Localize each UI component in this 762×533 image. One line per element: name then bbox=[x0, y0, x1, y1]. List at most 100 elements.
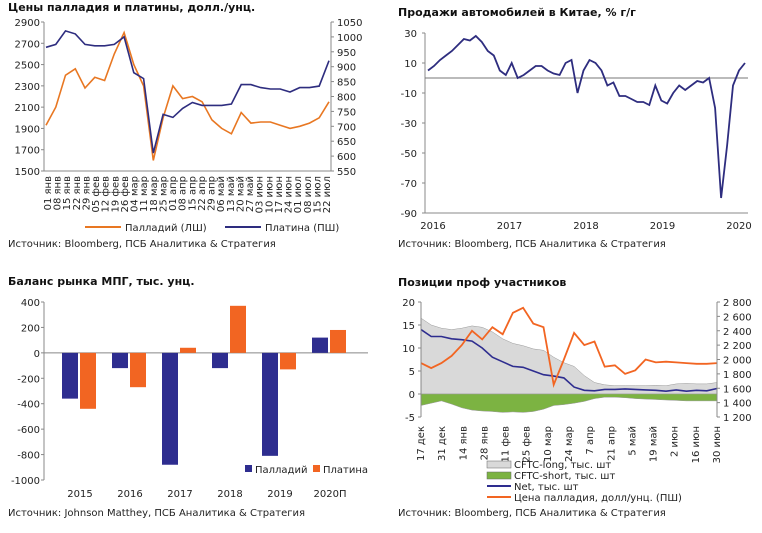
chart1-x-tick: 26 фев bbox=[120, 176, 131, 213]
chart1-y-right: 600 bbox=[337, 152, 356, 163]
chart2-x-tick: 2020 bbox=[726, 221, 751, 232]
chart1-series-0 bbox=[45, 30, 330, 161]
chart4-y-left: 5 bbox=[409, 367, 415, 378]
chart3-legend-1: Платина bbox=[323, 465, 368, 476]
chart4-y-right: 1 800 bbox=[723, 370, 752, 381]
chart1-y-right: 950 bbox=[337, 48, 356, 59]
chart4-title: Позиции проф участников bbox=[398, 276, 566, 289]
chart4-legend-swatch bbox=[486, 471, 512, 480]
chart4-area-long bbox=[420, 317, 718, 395]
chart4-legend-0: CFTC-long, тыс. шт bbox=[514, 460, 611, 471]
chart1-x-tick: 08 янв bbox=[53, 176, 64, 210]
chart1-x-tick: 19 фев bbox=[110, 176, 121, 213]
chart3-x-tick: 2016 bbox=[117, 489, 142, 500]
chart1-y-right: 750 bbox=[337, 107, 356, 118]
chart4-line-net bbox=[420, 328, 718, 393]
chart4-legend-1: CFTC-short, тыс. шт bbox=[514, 471, 615, 482]
chart3-legend-0: Палладий bbox=[255, 465, 307, 476]
chart1-series-1 bbox=[45, 29, 330, 154]
chart4-x-tick: 21 апр bbox=[606, 426, 617, 461]
chart4-x-tick: 25 фев bbox=[522, 426, 533, 463]
chart4-y-right: 2 800 bbox=[723, 298, 752, 309]
chart2-x-tick: 2019 bbox=[650, 221, 675, 232]
chart1-x-tick: 08 июл bbox=[303, 176, 314, 213]
chart1-y-right: 700 bbox=[337, 122, 356, 133]
chart1-x-tick: 13 май bbox=[226, 176, 237, 212]
chart3-bar-platinum bbox=[280, 352, 296, 370]
chart4-x-tick: 7 апр bbox=[585, 426, 596, 455]
chart1-y-right: 900 bbox=[337, 63, 356, 74]
chart1-x-tick: 01 янв bbox=[43, 176, 54, 210]
chart1-y-left: 2700 bbox=[15, 39, 40, 50]
chart3-x-tick: 2015 bbox=[67, 489, 92, 500]
chart4-x-tick: 16 июн bbox=[691, 426, 702, 463]
chart3-y-axis: -400 bbox=[17, 400, 40, 411]
chart1-x-tick: 10 июн bbox=[264, 176, 275, 213]
chart1-y-left: 2100 bbox=[15, 103, 40, 114]
chart3-bar-platinum bbox=[180, 347, 196, 353]
chart4-y-left: 10 bbox=[402, 344, 415, 355]
chart1-x-tick: 22 янв bbox=[72, 176, 83, 210]
chart2-x-tick: 2018 bbox=[573, 221, 598, 232]
chart1-x-tick: 20 май bbox=[235, 176, 246, 212]
chart3-x-tick: 2018 bbox=[217, 489, 242, 500]
chart4-x-tick: 31 дек bbox=[437, 426, 448, 461]
chart1-title: Цены палладия и платины, долл./унц. bbox=[8, 1, 255, 14]
chart3-x-tick: 2017 bbox=[167, 489, 192, 500]
chart4-y-left: -5 bbox=[405, 413, 415, 424]
chart1-x-tick: 15 апр bbox=[187, 176, 198, 211]
chart2-y-axis: -70 bbox=[401, 179, 417, 190]
chart3-x-tick: 2020П bbox=[314, 489, 347, 500]
chart1-y-right: 800 bbox=[337, 93, 356, 104]
chart3-bar-palladium bbox=[162, 352, 178, 465]
chart3-bar-platinum bbox=[230, 305, 246, 353]
chart3-y-axis: -200 bbox=[17, 374, 40, 385]
chart1-x-tick: 08 апр bbox=[178, 176, 189, 211]
chart4-x-tick: 17 дек bbox=[416, 426, 427, 461]
chart1-x-tick: 01 апр bbox=[168, 176, 179, 211]
chart3-bar-palladium bbox=[312, 337, 328, 353]
chart3-legend-swatch bbox=[313, 465, 320, 472]
chart1-x-tick: 25 мар bbox=[158, 176, 169, 212]
chart4-source: Источник: Bloomberg, ПСБ Аналитика & Стр… bbox=[398, 508, 666, 519]
chart1-x-tick: 06 май bbox=[216, 176, 227, 212]
chart1-x-tick: 05 фев bbox=[91, 176, 102, 213]
chart3-bar-palladium bbox=[262, 352, 278, 456]
chart4-y-right: 1 200 bbox=[723, 413, 752, 424]
chart4-y-right: 2 000 bbox=[723, 356, 752, 367]
chart3-y-axis: -1000 bbox=[11, 476, 40, 487]
chart1-x-tick: 22 апр bbox=[197, 176, 208, 211]
chart1-x-tick: 22 июл bbox=[322, 176, 333, 213]
chart4-x-tick: 30 июн bbox=[712, 426, 723, 463]
chart4-y-right: 1 600 bbox=[723, 384, 752, 395]
chart4-y-right: 1 400 bbox=[723, 399, 752, 410]
chart1-x-tick: 11 мар bbox=[139, 176, 150, 212]
chart1-y-left: 2500 bbox=[15, 61, 40, 72]
chart4-y-right: 2 600 bbox=[723, 312, 752, 323]
chart1-legend-platinum: Платина (ПШ) bbox=[265, 223, 339, 234]
chart3-bar-palladium bbox=[62, 352, 78, 399]
chart3-x-tick: 2019 bbox=[267, 489, 292, 500]
chart1-y-right: 1000 bbox=[337, 33, 362, 44]
chart1-x-tick: 01 июл bbox=[293, 176, 304, 213]
chart2-y-axis: -10 bbox=[401, 89, 417, 100]
chart3-bar-platinum bbox=[330, 329, 346, 353]
chart3-bar-platinum bbox=[80, 352, 96, 409]
chart4-y-right: 2 200 bbox=[723, 341, 752, 352]
chart3-source: Источник: Johnson Matthey, ПСБ Аналитика… bbox=[8, 508, 305, 519]
chart1-x-tick: 24 июн bbox=[284, 176, 295, 213]
chart3-y-axis: 0 bbox=[34, 349, 40, 360]
chart2-x-tick: 2017 bbox=[497, 221, 522, 232]
chart1-y-left: 1900 bbox=[15, 124, 40, 135]
chart2-x-tick: 2016 bbox=[420, 221, 445, 232]
chart1-x-tick: 15 янв bbox=[62, 176, 73, 210]
chart4-legend-2: Net, тыс. шт bbox=[514, 482, 579, 493]
chart4-legend-swatch bbox=[486, 460, 512, 469]
chart4-x-tick: 19 май bbox=[649, 426, 660, 462]
chart2-y-axis: 10 bbox=[404, 59, 417, 70]
chart2-y-axis: 30 bbox=[404, 29, 417, 40]
chart1-source: Источник: Bloomberg, ПСБ Аналитика & Стр… bbox=[8, 239, 276, 250]
chart1-x-tick: 18 мар bbox=[149, 176, 160, 212]
chart1-x-tick: 29 янв bbox=[81, 176, 92, 210]
chart1-y-right: 850 bbox=[337, 78, 356, 89]
